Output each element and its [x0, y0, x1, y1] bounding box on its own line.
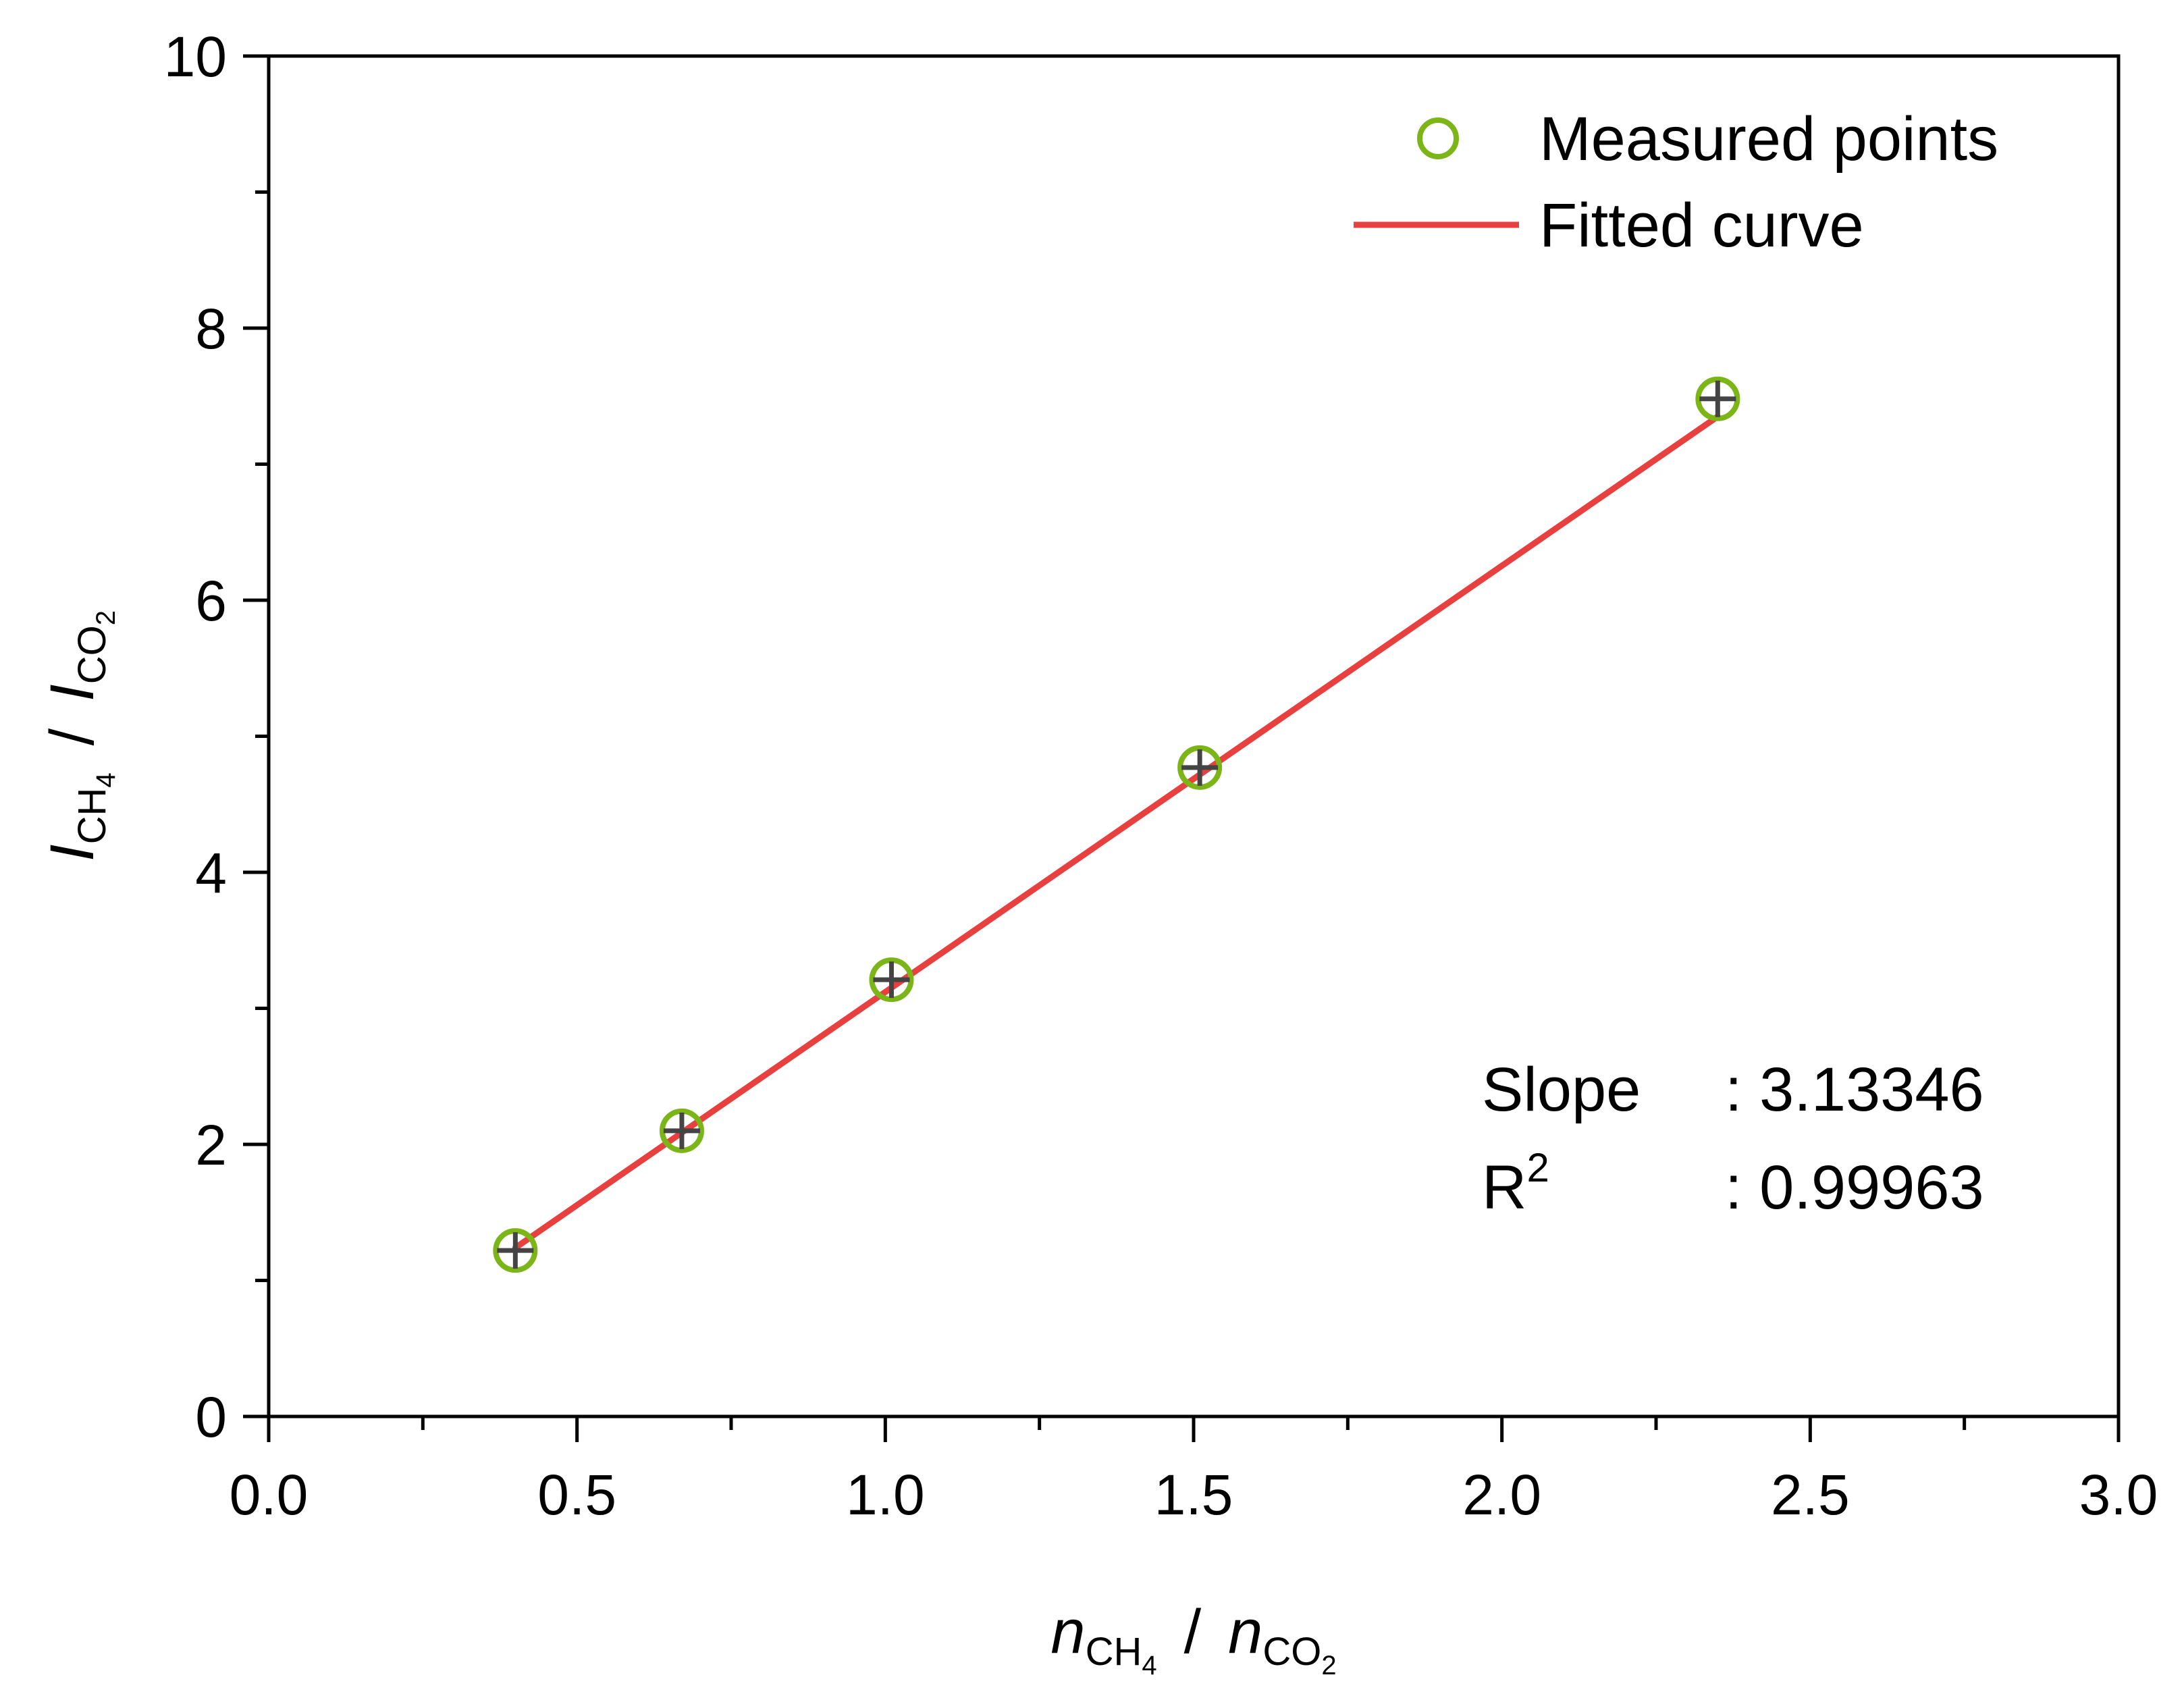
x-tick-label: 3.0 — [2079, 1463, 2158, 1527]
r2-value: : 0.99963 — [1725, 1153, 1984, 1222]
fitted-curve-line — [512, 413, 1721, 1251]
x-tick-label: 2.0 — [1462, 1463, 1541, 1527]
y-tick-label: 6 — [195, 569, 227, 633]
x-tick-label: 1.0 — [846, 1463, 925, 1527]
x-axis-title: nCH4/nCO2 — [1050, 1597, 1336, 1680]
y-tick-label: 8 — [195, 297, 227, 361]
x-axis-var-num: n — [1050, 1597, 1085, 1666]
x-tick-label: 1.5 — [1154, 1463, 1233, 1527]
measured-point — [869, 957, 914, 1003]
x-axis-ticks: 0.0 0.5 1.0 1.5 2.0 2.5 3.0 — [230, 1416, 2158, 1527]
y-axis-separator: / — [38, 728, 107, 745]
measured-point — [1695, 376, 1740, 421]
y-axis-title: ICH4/ICO2 — [38, 610, 121, 861]
measured-point — [659, 1108, 704, 1153]
y-tick-label: 2 — [195, 1113, 227, 1177]
y-axis-num-subscript: 4 — [91, 772, 121, 787]
x-axis-var-den: n — [1228, 1597, 1262, 1666]
legend-label-measured-points: Measured points — [1539, 105, 1998, 174]
y-axis-ticks: 0 2 4 6 8 10 — [164, 25, 269, 1449]
legend-marker-measured-points — [1417, 117, 1459, 159]
slope-label: Slope — [1482, 1055, 1641, 1124]
x-tick-label: 0.0 — [230, 1463, 309, 1527]
r2-label-sup: 2 — [1526, 1145, 1549, 1190]
x-axis-den-species: CO — [1262, 1630, 1321, 1674]
r2-label: R2 — [1482, 1145, 1549, 1222]
measured-point — [1177, 745, 1223, 790]
y-tick-label: 10 — [164, 25, 227, 88]
x-tick-label: 2.5 — [1771, 1463, 1850, 1527]
measured-point — [493, 1228, 538, 1273]
y-axis-num-species: CH — [70, 788, 114, 845]
y-tick-label: 4 — [195, 841, 227, 905]
y-axis-den-subscript: 2 — [91, 610, 121, 625]
x-axis-num-subscript: 4 — [1142, 1651, 1156, 1680]
slope-value: : 3.13346 — [1725, 1055, 1984, 1124]
legend-label-fitted-curve: Fitted curve — [1539, 191, 1864, 260]
x-axis-den-subscript: 2 — [1321, 1651, 1336, 1680]
fitted-curve-layer — [512, 413, 1721, 1251]
measured-points-layer — [493, 376, 1740, 1273]
legend: Measured points Fitted curve — [1354, 105, 1998, 260]
x-axis-num-species: CH — [1086, 1630, 1142, 1674]
y-tick-label: 0 — [195, 1385, 227, 1449]
r2-label-base: R — [1482, 1153, 1526, 1222]
x-axis-separator: / — [1184, 1597, 1202, 1666]
fit-annotation: Slope : 3.13346 R2 : 0.99963 — [1482, 1055, 1984, 1222]
y-axis-var-num: I — [38, 844, 107, 861]
y-axis-den-species: CO — [70, 625, 114, 684]
y-axis-var-den: I — [38, 684, 107, 701]
x-tick-label: 0.5 — [537, 1463, 616, 1527]
